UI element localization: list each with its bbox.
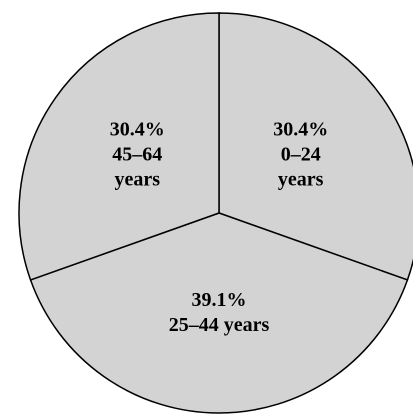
pie-slice (18, 12, 220, 281)
slice-label: 30.4% 45–64 years (97, 118, 177, 193)
slice-label: 30.4% 0–24 years (261, 118, 341, 193)
category-label: 0–24 years (277, 143, 324, 191)
pie-slice (218, 12, 413, 281)
category-label: 45–64 years (112, 143, 163, 191)
category-label: 25–44 years (168, 314, 270, 336)
value-label: 30.4% (109, 118, 165, 141)
value-label: 39.1% (191, 289, 247, 311)
slice-label: 39.1% 25–44 years (139, 288, 299, 338)
pie-slice (29, 212, 409, 414)
value-label: 30.4% (273, 118, 329, 141)
